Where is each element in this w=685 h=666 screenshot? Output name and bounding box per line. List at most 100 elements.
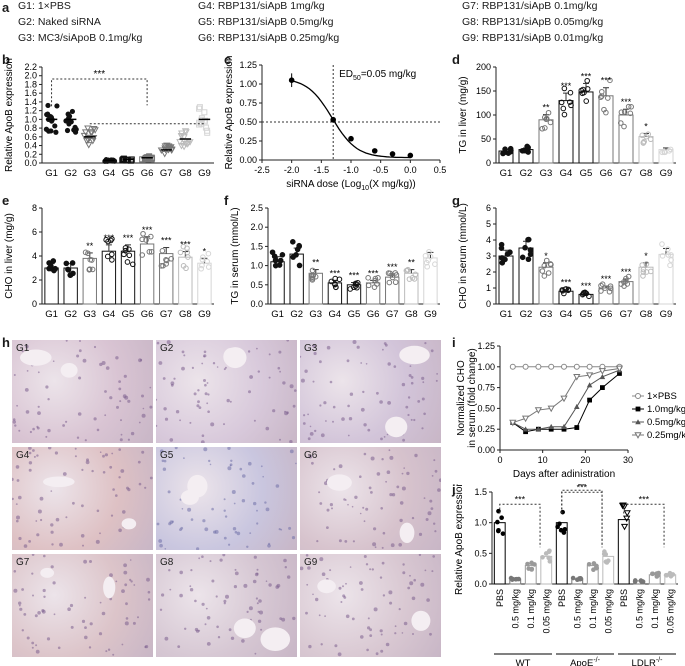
nucleus-dot [23, 613, 27, 616]
data-point [525, 236, 531, 243]
nucleus-dot [340, 601, 343, 603]
data-point [109, 251, 115, 258]
nucleus-dot [120, 469, 125, 473]
data-point [177, 133, 186, 140]
data-point [140, 230, 146, 237]
y-tick-label: 5 [486, 219, 491, 229]
nucleus-dot [101, 611, 106, 616]
data-point [620, 523, 629, 531]
nucleus-dot [105, 366, 110, 370]
nucleus-dot [105, 650, 108, 653]
data-point [332, 275, 339, 282]
data-point [546, 549, 552, 555]
data-point [353, 281, 360, 287]
nucleus-dot [234, 568, 237, 571]
nucleus-dot [93, 417, 97, 421]
data-point [570, 575, 576, 581]
data-point [519, 254, 526, 261]
nucleus-dot [342, 585, 344, 588]
x-category-label: 0.5 mg/kg [572, 589, 582, 629]
data-point [406, 276, 413, 282]
vessel-lumen [233, 618, 256, 639]
data-point [540, 554, 545, 560]
nucleus-dot [183, 457, 185, 459]
data-point [45, 111, 51, 117]
nucleus-dot [88, 646, 92, 649]
bar [270, 261, 285, 305]
nucleus-dot [26, 636, 30, 640]
data-point [623, 275, 629, 282]
nucleus-dot [55, 517, 60, 522]
x-category-label: G5 [580, 168, 593, 179]
nucleus-dot [121, 589, 125, 593]
data-point [541, 273, 548, 279]
data-point [87, 130, 96, 138]
nucleus-dot [373, 607, 378, 612]
legend-item: G1: 1×PBS [18, 0, 71, 12]
nucleus-dot [381, 561, 385, 565]
x-category-label: G4 [560, 309, 573, 320]
x-tick-label: 0.0 [404, 165, 417, 175]
histology-label: G8 [160, 557, 174, 568]
nucleus-dot [422, 381, 425, 384]
nucleus-dot [329, 569, 332, 572]
nucleus-dot [223, 599, 227, 603]
nucleus-dot [78, 349, 82, 353]
ed50-annotation-tail: =0.05 mg/kg [361, 69, 416, 80]
nucleus-dot [50, 530, 54, 534]
x-category-label: G6 [367, 309, 380, 320]
nucleus-dot [370, 456, 375, 461]
y-tick-label: 1.6 [24, 88, 37, 98]
panel-letter-f: f [224, 193, 229, 208]
data-point [529, 560, 534, 566]
nucleus-dot [426, 598, 430, 602]
histology-label: G2 [160, 343, 174, 354]
y-tick-label: 50 [481, 134, 491, 144]
nucleus-dot [258, 599, 262, 603]
data-point [148, 248, 155, 255]
y-tick-label: 0.0 [24, 158, 37, 168]
nucleus-dot [42, 588, 46, 593]
nucleus-dot [338, 539, 342, 543]
nucleus-dot [394, 632, 397, 635]
y-tick-label: 2.0 [250, 222, 263, 232]
nucleus-dot [431, 570, 434, 573]
nucleus-dot [102, 471, 106, 474]
nucleus-dot [21, 588, 24, 591]
nucleus-dot [79, 340, 81, 342]
nucleus-dot [254, 572, 259, 577]
data-point [545, 109, 552, 116]
data-point [670, 572, 676, 577]
nucleus-dot [18, 495, 22, 500]
nucleus-dot [123, 570, 128, 575]
data-point [656, 570, 661, 576]
nucleus-dot [118, 387, 122, 391]
data-point [90, 125, 98, 133]
nucleus-dot [349, 566, 352, 568]
nucleus-dot [159, 608, 163, 611]
significance-bracket [561, 489, 603, 548]
nucleus-dot [81, 504, 84, 508]
nucleus-dot [32, 594, 34, 597]
nucleus-dot [123, 374, 127, 378]
data-point [372, 275, 379, 282]
nucleus-dot [324, 481, 328, 486]
nucleus-dot [315, 597, 319, 602]
nucleus-dot [181, 508, 184, 510]
nucleus-dot [37, 405, 40, 408]
significance-label: ** [542, 103, 550, 113]
x-category-label: 0.5 mg/kg [510, 589, 520, 629]
data-point [522, 363, 529, 370]
nucleus-dot [99, 532, 101, 535]
vessel-lumen [399, 522, 415, 543]
data-point [604, 95, 611, 101]
nucleus-dot [138, 482, 142, 486]
nucleus-dot [53, 613, 56, 616]
data-point [562, 527, 568, 532]
nucleus-dot [35, 644, 38, 647]
nucleus-dot [77, 412, 82, 416]
tissue-texture [300, 554, 435, 657]
data-point [202, 124, 209, 131]
nucleus-dot [156, 522, 160, 526]
nucleus-dot [248, 606, 253, 611]
